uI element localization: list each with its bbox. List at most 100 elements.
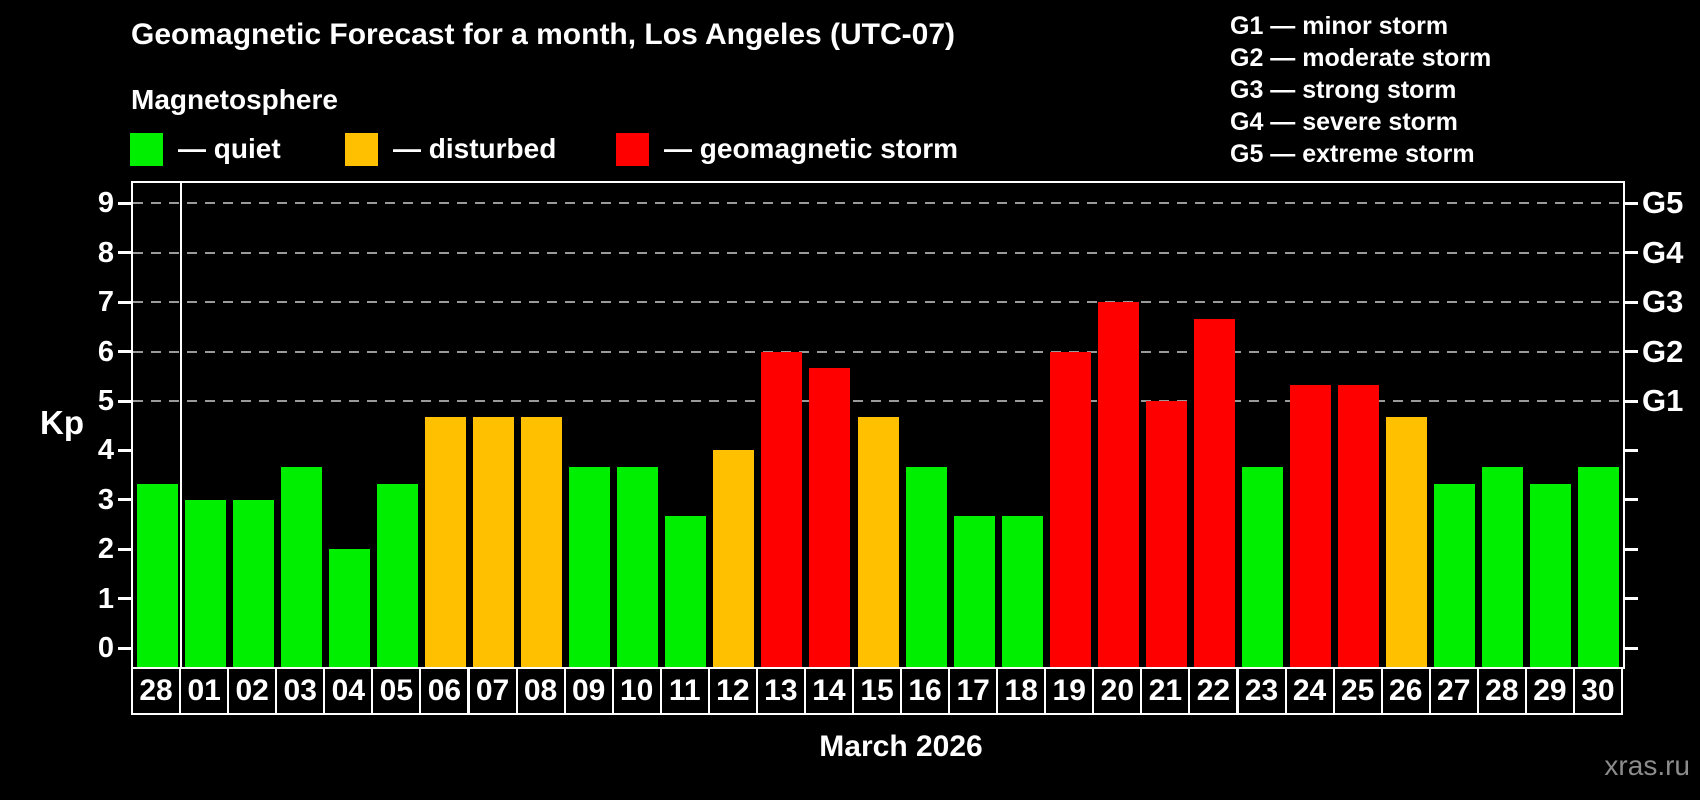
date-label-09: 09 [563, 667, 614, 715]
y-axis-title: Kp [40, 404, 84, 441]
kp-bar-day-25 [1338, 384, 1380, 667]
y-tick-right-7 [1625, 300, 1638, 304]
storm-color-swatch [616, 132, 649, 166]
kp-bar-day-05 [376, 483, 418, 667]
y-tick-label-5: 5 [97, 385, 114, 417]
legend-item-disturbed: — disturbed [345, 131, 556, 167]
kp-bar-day-16 [905, 466, 947, 667]
g-scale-item-g5: G5 — extreme storm [1230, 140, 1475, 168]
y-tick-left-2 [118, 547, 131, 551]
y-tick-left-3 [118, 498, 131, 502]
quiet-color-swatch [130, 132, 163, 166]
watermark: xras.ru [1604, 750, 1690, 781]
date-label-23: 23 [1236, 667, 1287, 715]
y-tick-right-9 [1625, 201, 1638, 205]
g-scale-item-g1: G1 — minor storm [1230, 12, 1449, 40]
date-label-08: 08 [515, 667, 566, 715]
kp-bar-day-29 [1530, 483, 1572, 667]
y-tick-left-7 [118, 300, 131, 304]
kp-bar-day-11 [665, 516, 707, 667]
date-label-01: 01 [179, 667, 230, 715]
y-tick-right-0 [1625, 646, 1638, 650]
y-tick-left-0 [118, 646, 131, 650]
y-tick-right-3 [1625, 498, 1638, 502]
y-tick-left-6 [118, 350, 131, 354]
plot-area [131, 181, 1625, 669]
date-label-19: 19 [1044, 667, 1095, 715]
kp-bar-day-15 [857, 417, 899, 667]
kp-bar-day-01 [184, 499, 226, 667]
legend-item-quiet: — quiet [130, 131, 281, 167]
chart-subtitle: Magnetosphere [131, 84, 338, 115]
y-tick-right-2 [1625, 547, 1638, 551]
y-tick-label-9: 9 [97, 187, 114, 220]
gridline-kp8 [133, 251, 1623, 254]
legend-label-storm: — geomagnetic storm [664, 133, 959, 164]
kp-bar-day-13 [761, 351, 803, 667]
kp-bar-day-27 [1434, 483, 1476, 667]
g-scale-item-g2: G2 — moderate storm [1230, 44, 1492, 72]
date-label-15: 15 [852, 667, 903, 715]
legend-item-storm: — geomagnetic storm [616, 131, 958, 167]
y-tick-label-2: 2 [97, 533, 114, 566]
kp-bar-day-18 [1001, 516, 1043, 667]
kp-bar-day-19 [1049, 351, 1091, 667]
g-level-label-g5: G5 [1642, 185, 1684, 221]
y-tick-label-0: 0 [97, 632, 114, 664]
y-tick-label-1: 1 [97, 582, 114, 615]
date-label-26: 26 [1380, 667, 1431, 715]
date-label-12: 12 [707, 667, 758, 715]
kp-bar-day-09 [569, 466, 611, 667]
y-tick-left-8 [118, 251, 131, 255]
x-axis-title: March 2026 [819, 730, 983, 763]
kp-bar-day-04 [328, 549, 370, 667]
kp-bar-day-28 [1482, 466, 1524, 667]
date-label-27: 27 [1428, 667, 1479, 715]
kp-bar-day-03 [280, 466, 322, 667]
g-level-label-g2: G2 [1642, 333, 1684, 369]
date-label-14: 14 [803, 667, 854, 715]
date-label-20: 20 [1092, 667, 1143, 715]
legend-label-disturbed: — disturbed [393, 133, 557, 164]
kp-bar-day-23 [1242, 466, 1284, 667]
disturbed-color-swatch [345, 132, 378, 166]
month-separator [180, 183, 183, 667]
y-tick-left-4 [118, 448, 131, 452]
date-label-06: 06 [419, 667, 470, 715]
date-label-02: 02 [227, 667, 278, 715]
g-scale-item-g4: G4 — severe storm [1230, 108, 1458, 136]
kp-bar-day-30 [1578, 466, 1620, 667]
y-tick-right-4 [1625, 448, 1638, 452]
kp-bar-day-08 [521, 417, 563, 667]
date-label-11: 11 [659, 667, 710, 715]
kp-bar-day-26 [1386, 417, 1428, 667]
y-tick-left-1 [118, 597, 131, 601]
y-tick-right-1 [1625, 597, 1638, 601]
date-label-30: 30 [1572, 667, 1623, 715]
gridline-kp9 [133, 202, 1623, 205]
date-label-18: 18 [996, 667, 1047, 715]
y-tick-left-9 [118, 201, 131, 205]
date-label-28: 28 [1476, 667, 1527, 715]
y-tick-left-5 [118, 399, 131, 403]
kp-bar-day-10 [617, 466, 659, 667]
y-tick-label-8: 8 [97, 236, 114, 269]
y-tick-right-6 [1625, 350, 1638, 354]
y-tick-label-7: 7 [97, 286, 114, 319]
y-tick-label-6: 6 [97, 335, 114, 368]
date-label-04: 04 [323, 667, 374, 715]
date-label-10: 10 [611, 667, 662, 715]
date-label-22: 22 [1188, 667, 1239, 715]
kp-bar-day-14 [809, 367, 851, 667]
y-tick-right-8 [1625, 251, 1638, 255]
legend-label-quiet: — quiet [178, 133, 281, 164]
date-label-17: 17 [948, 667, 999, 715]
y-tick-right-5 [1625, 399, 1638, 403]
gridline-kp6 [133, 350, 1623, 353]
date-label-13: 13 [755, 667, 806, 715]
kp-bar-day-22 [1193, 318, 1235, 667]
g-level-label-g1: G1 [1642, 383, 1684, 418]
y-tick-label-3: 3 [97, 483, 114, 516]
date-label-03: 03 [275, 667, 326, 715]
